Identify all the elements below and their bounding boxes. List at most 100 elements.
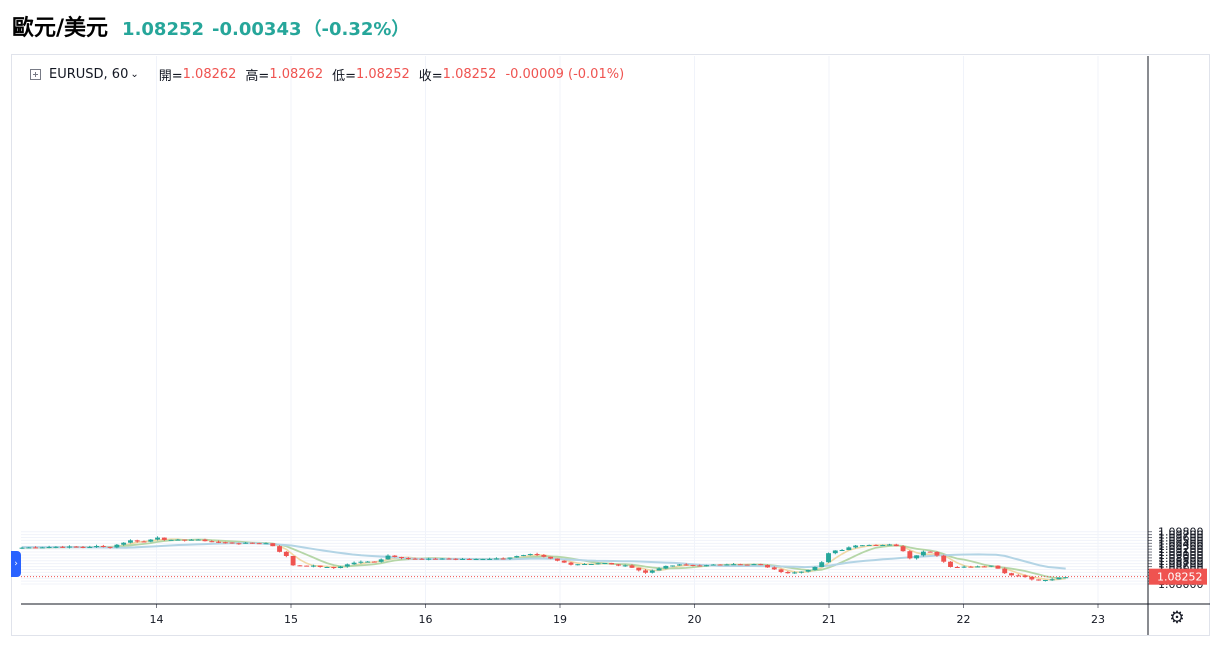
candle-body (717, 564, 723, 566)
low-value: 1.08252 (356, 67, 410, 82)
candle-body (832, 550, 838, 554)
candle-body (1049, 579, 1055, 581)
candle-body (229, 542, 235, 544)
candle-body (548, 556, 554, 559)
candle-body (73, 546, 79, 548)
candle-body (114, 544, 120, 548)
candle-body (188, 539, 194, 541)
candle-body (460, 558, 465, 560)
time-axis: 14 15 16 19 20 21 22 23 (21, 603, 1210, 626)
candle-body (256, 543, 262, 545)
candle-body (771, 567, 777, 570)
candle-body (39, 547, 45, 549)
candle-body (615, 564, 621, 566)
candle-body (554, 558, 560, 561)
candle-body (493, 558, 499, 560)
candle-body (453, 558, 459, 560)
high-label: 高= (245, 69, 270, 84)
candle-body (1009, 573, 1014, 576)
candle-body (907, 551, 913, 559)
candle-body (968, 566, 974, 568)
candle-body (121, 542, 127, 545)
price-tick-label: 1.08800 (1158, 555, 1204, 568)
low-label: 低= (332, 69, 356, 84)
candle-body (155, 537, 160, 540)
candle-body (324, 566, 330, 568)
candle-body (724, 564, 730, 566)
candle-body (805, 570, 811, 572)
chevron-right-icon[interactable]: › (11, 551, 21, 577)
gear-icon[interactable]: ⚙ (1169, 608, 1185, 628)
candle-body (981, 566, 987, 568)
candle-body (527, 554, 533, 556)
candle-body (500, 558, 506, 560)
candle-body (385, 555, 391, 560)
candle-body (304, 565, 310, 567)
time-tick-label: 20 (688, 613, 702, 626)
candle-body (785, 571, 791, 574)
candle-body (405, 558, 411, 560)
candle-body (656, 568, 662, 571)
candle-body (297, 565, 303, 567)
legend-symbol[interactable]: EURUSD, 60 (49, 67, 129, 82)
candle-body (676, 564, 682, 566)
candle-body (480, 559, 486, 561)
price-tick-label: 1.09600 (1158, 532, 1204, 545)
candle-body (602, 562, 608, 564)
candle-body (249, 542, 255, 544)
candle-body (277, 546, 282, 552)
candle-body (961, 566, 967, 568)
candle-body (426, 558, 432, 560)
candle-body (344, 564, 350, 567)
price-tick-label: 1.09500 (1158, 534, 1204, 547)
symbol-header: 歐元/美元 1.08252 -0.00343 （-0.32%） (12, 10, 409, 42)
candle-body (33, 547, 38, 549)
price-tick-label: 1.09100 (1158, 546, 1204, 559)
candle-body (310, 565, 316, 567)
candle-body (1063, 577, 1069, 579)
candle-body (941, 555, 947, 562)
candle-body (94, 546, 99, 548)
candle-body (887, 544, 892, 546)
candle-body (507, 557, 513, 559)
last-price-label: 1.08252 (1157, 571, 1203, 584)
candle-body (534, 554, 540, 556)
ma-slow-line (22, 542, 1066, 570)
price-tick-label: 1.08900 (1158, 552, 1204, 565)
open-value: 1.08262 (182, 67, 237, 82)
candle-body (148, 539, 154, 542)
candle-body (202, 539, 208, 542)
candle-body (812, 566, 818, 571)
candle-body (243, 542, 249, 544)
last-price-marker: 1.08252 (21, 568, 1207, 585)
candle-body (880, 544, 886, 546)
candle-body (1002, 568, 1008, 574)
last-price-box (1149, 568, 1207, 585)
candle-body (1036, 579, 1042, 581)
candle-body (141, 541, 147, 543)
candles (19, 536, 1069, 582)
candle-body (582, 564, 587, 566)
candle-body (67, 546, 72, 548)
candle-body (710, 564, 716, 566)
candle-body (100, 546, 106, 548)
price-tick-label: 1.09000 (1158, 549, 1204, 562)
candle-body (948, 561, 953, 567)
candle-body (609, 562, 615, 565)
candle-body (846, 547, 852, 551)
plus-box-icon[interactable] (30, 69, 41, 80)
chevron-down-icon[interactable]: ⌄ (130, 69, 139, 80)
candle-body (751, 564, 757, 566)
candle-body (412, 558, 418, 560)
candle-body (873, 544, 879, 546)
price-change-percent: （-0.32%） (303, 19, 410, 40)
candle-body (466, 558, 472, 560)
price-tick-label: 1.09800 (1158, 526, 1204, 539)
candle-body (283, 551, 289, 556)
candle-body (514, 556, 520, 558)
candle-body (819, 562, 825, 567)
candle-body (392, 555, 398, 557)
candle-body (975, 566, 981, 568)
candle-body (195, 539, 201, 541)
